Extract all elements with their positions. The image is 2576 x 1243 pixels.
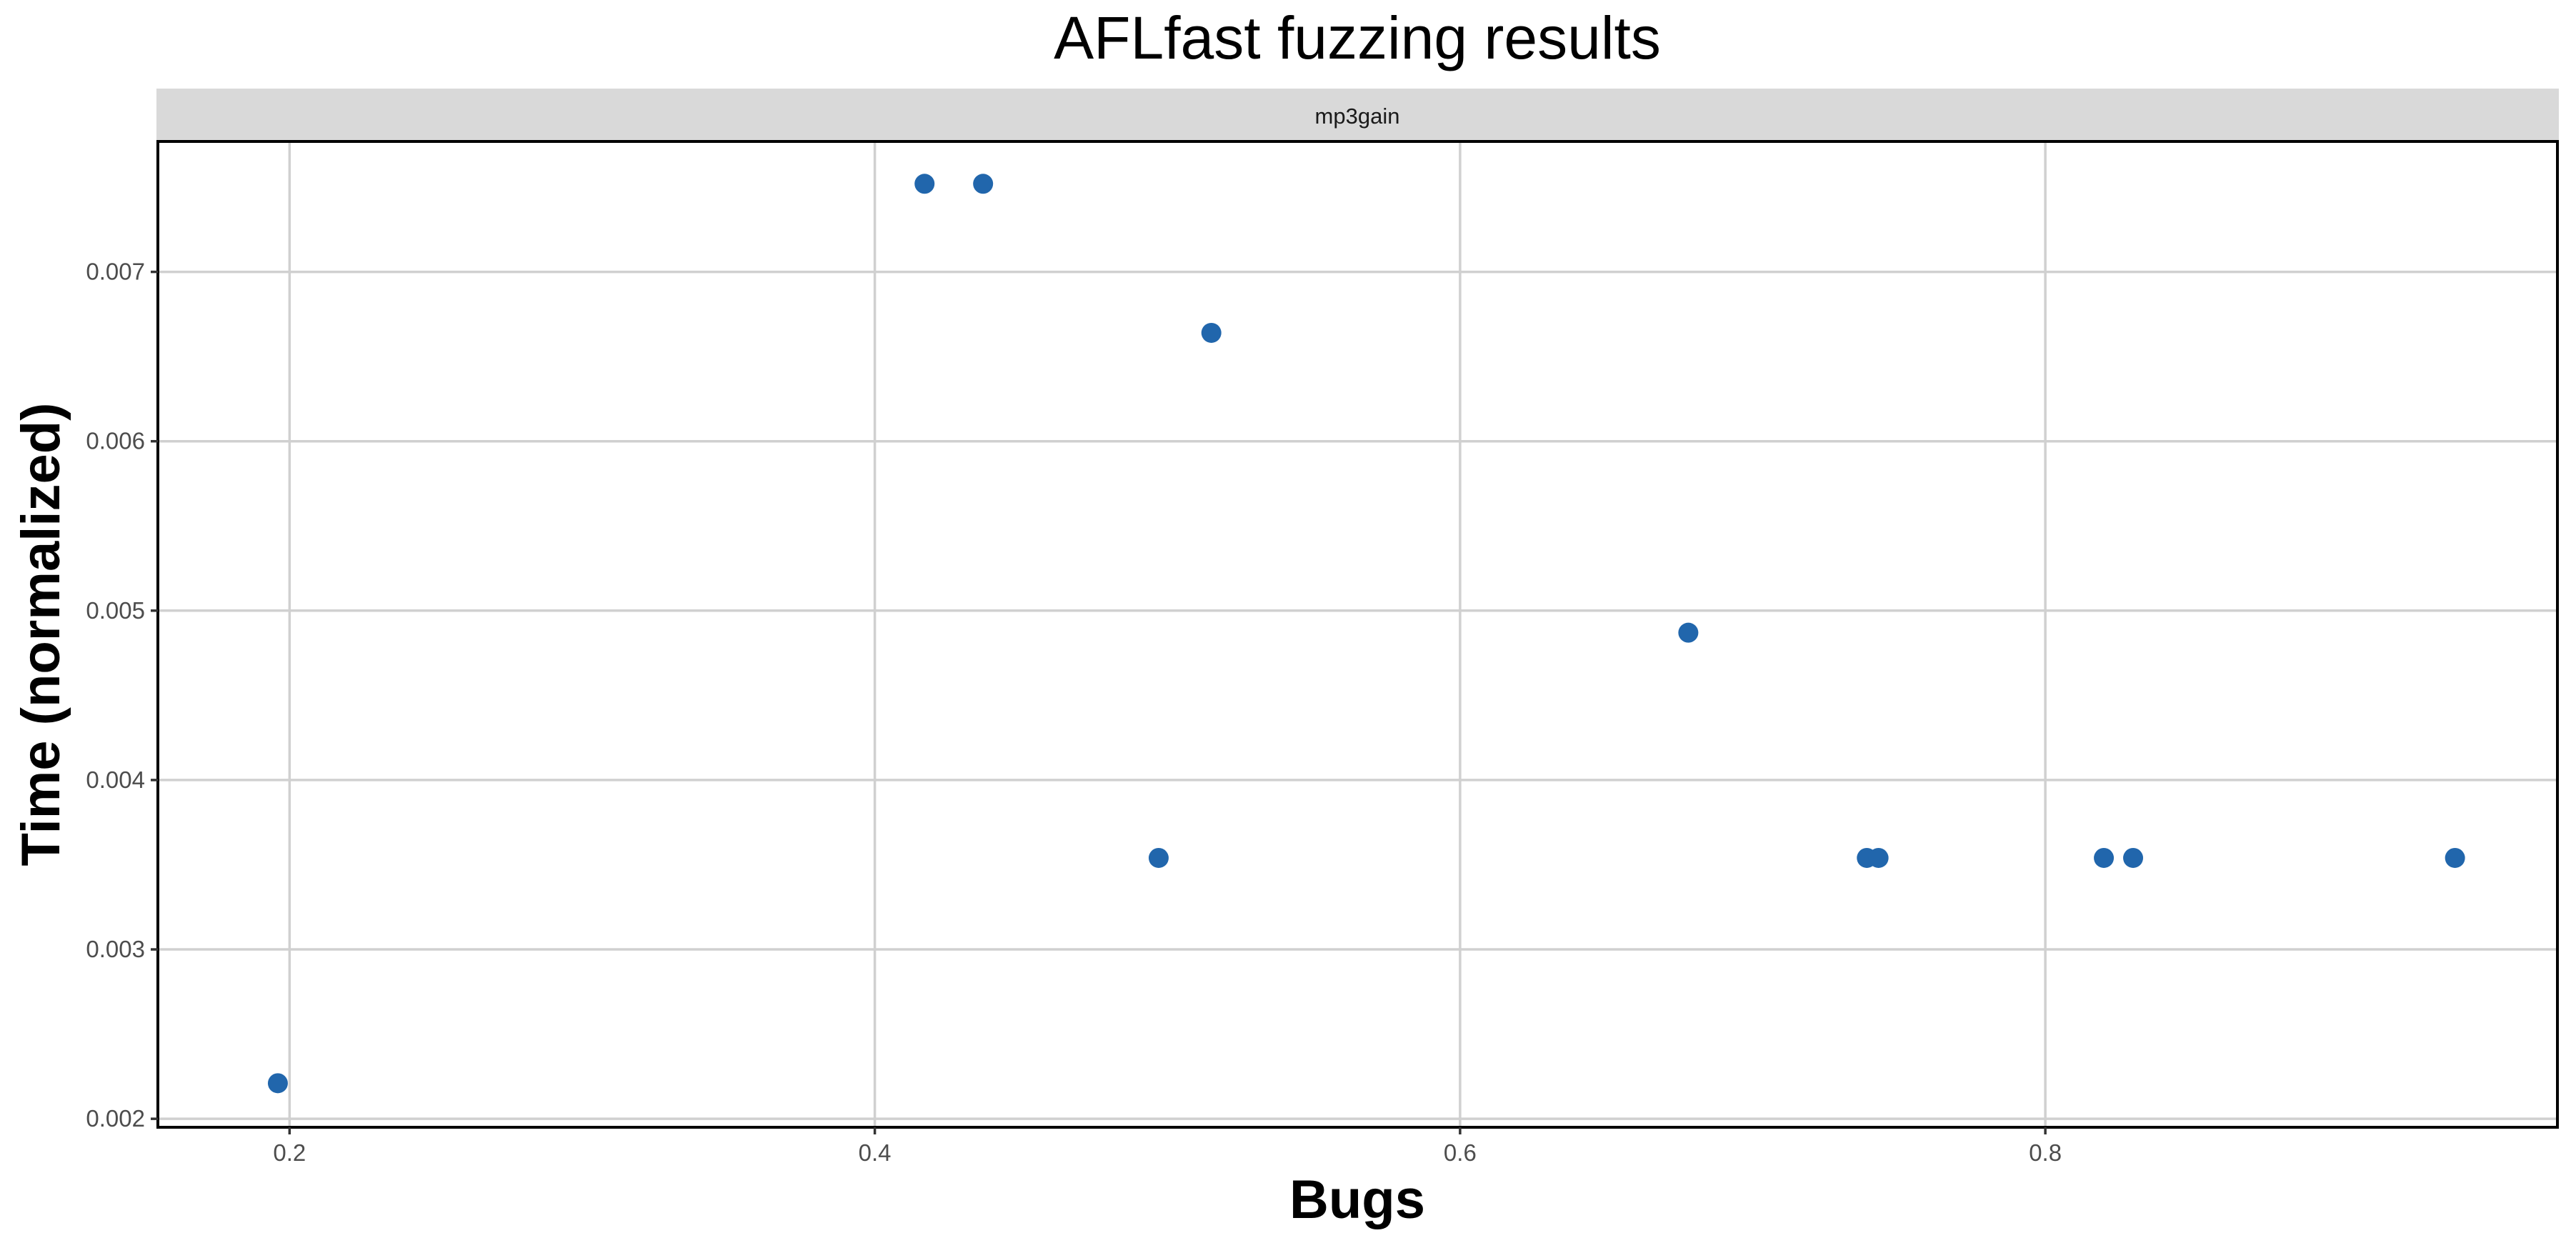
data-point (973, 174, 994, 194)
data-point (2094, 847, 2115, 868)
x-tick-label: 0.6 (1444, 1139, 1477, 1166)
data-point (2123, 847, 2144, 868)
data-point (1678, 622, 1699, 643)
data-point (1148, 847, 1169, 868)
data-point (914, 174, 935, 194)
y-tick-label: 0.006 (86, 428, 145, 454)
data-point (267, 1073, 288, 1094)
y-axis-title: Time (normalized) (11, 403, 71, 867)
y-tick-label: 0.004 (86, 767, 145, 793)
x-tick-label: 0.2 (273, 1139, 306, 1166)
facet-label: mp3gain (1315, 104, 1400, 129)
grid-layer (158, 141, 2557, 1127)
data-point (1201, 322, 1222, 343)
y-tick-label: 0.003 (86, 936, 145, 962)
y-tick-label: 0.002 (86, 1105, 145, 1132)
axis-layer: 0.002 0.003 0.004 0.005 0.006 0.007 0.2 0.4 0.6 0… (86, 259, 2062, 1166)
points-layer (267, 174, 2465, 1094)
x-tick-label: 0.8 (2029, 1139, 2062, 1166)
chart-title: AFLfast fuzzing results (1054, 4, 1661, 71)
y-tick-label: 0.005 (86, 597, 145, 624)
x-axis-title: Bugs (1289, 1169, 1425, 1230)
x-tick-label: 0.4 (859, 1139, 892, 1166)
data-point (1868, 847, 1889, 868)
y-tick-label: 0.007 (86, 259, 145, 285)
data-point (2445, 847, 2465, 868)
facet-strip (156, 89, 2559, 141)
plot-panel (156, 140, 2559, 1129)
